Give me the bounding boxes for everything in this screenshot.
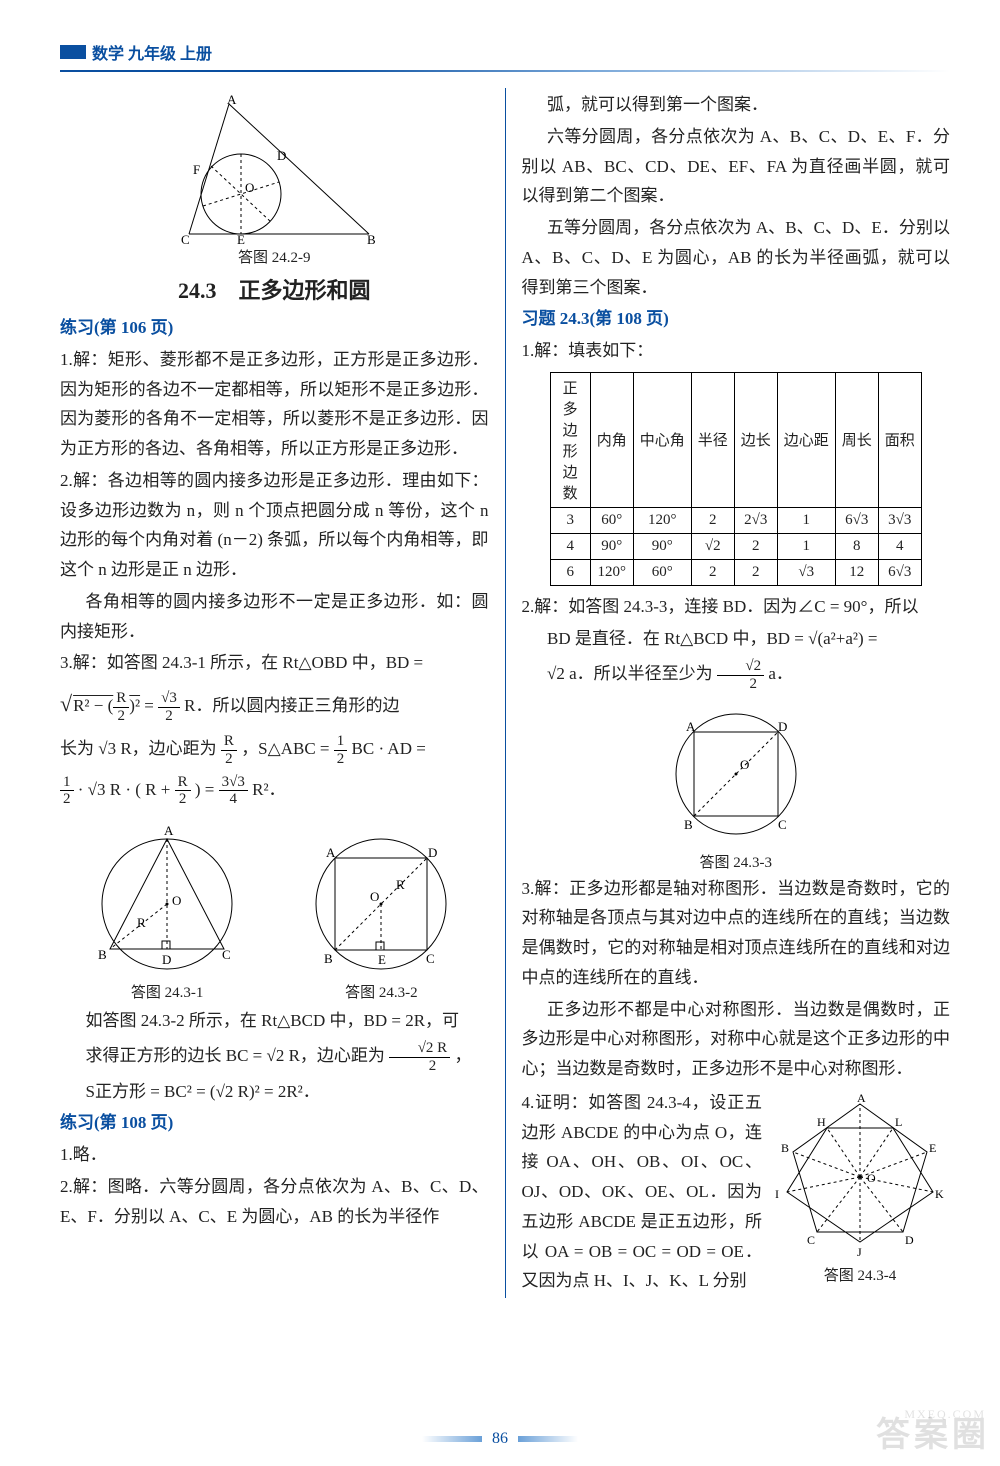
svg-text:A: A bbox=[686, 719, 696, 734]
right-column: 弧，就可以得到第一个图案． 六等分圆周，各分点依次为 A、B、C、D、E、F．分… bbox=[521, 88, 950, 1298]
problem-3f: 求得正方形的边长 BC = √2 R，边心距为 √2 R2 ， bbox=[60, 1037, 489, 1074]
svg-text:J: J bbox=[857, 1245, 862, 1259]
svg-text:A: A bbox=[857, 1092, 866, 1105]
th-area: 面积 bbox=[878, 372, 921, 507]
problem-3-expr1: √R² − (R2)² = √32 R．所以圆内接正三角形的边 bbox=[60, 680, 489, 728]
polygon-table: 正多边形边数 内角 中心角 半径 边长 边心距 周长 面积 3 60° 120°… bbox=[550, 372, 922, 586]
th-perimeter: 周长 bbox=[835, 372, 878, 507]
svg-text:O: O bbox=[867, 1171, 876, 1185]
problem-2b: 各角相等的圆内接多边形不一定是正多边形．如：圆内接矩形． bbox=[60, 587, 489, 647]
watermark: 答案圈 bbox=[876, 1407, 990, 1456]
table-intro: 1.解：填表如下： bbox=[521, 336, 950, 366]
svg-text:A: A bbox=[227, 94, 237, 107]
svg-text:B: B bbox=[324, 951, 333, 966]
left-column: A B C D E F O 答图 24.2-9 24.3 正多边形和圆 练习(第… bbox=[60, 88, 489, 1298]
figure-24-3-3: A D B C O 答图 24.3-3 bbox=[521, 699, 950, 872]
column-divider bbox=[505, 88, 506, 1298]
t3: 3.解：正多边形都是轴对称图形．当边数是奇数时，它的对称轴是各顶点与其对边中点的… bbox=[521, 874, 950, 993]
header-accent-block bbox=[60, 45, 86, 59]
figure-24-3-2: A D B C E O R 答图 24.3-2 bbox=[296, 819, 466, 1002]
svg-text:B: B bbox=[781, 1141, 789, 1155]
problem-3a: 3.解：如答图 24.3-1 所示，在 Rt△OBD 中，BD = bbox=[60, 648, 489, 678]
page-deco-left bbox=[422, 1436, 482, 1442]
header-title: 数学 九年级 上册 bbox=[92, 40, 212, 64]
svg-text:D: D bbox=[778, 719, 787, 734]
svg-text:C: C bbox=[222, 947, 231, 962]
figure-24-3-1: A B C D O R 答图 24.3-1 bbox=[82, 819, 252, 1002]
svg-text:D: D bbox=[428, 845, 437, 860]
figure-24-3-4-caption: 答图 24.3-4 bbox=[770, 1264, 950, 1285]
svg-text:F: F bbox=[193, 162, 200, 177]
page-header: 数学 九年级 上册 bbox=[60, 40, 950, 64]
svg-text:K: K bbox=[935, 1187, 944, 1201]
r1: 弧，就可以得到第一个图案． bbox=[521, 90, 950, 120]
figure-24-3-3-caption: 答图 24.3-3 bbox=[521, 851, 950, 872]
th-interior: 内角 bbox=[590, 372, 633, 507]
svg-text:D: D bbox=[162, 952, 171, 967]
svg-text:H: H bbox=[817, 1115, 826, 1129]
svg-text:B: B bbox=[367, 232, 376, 244]
svg-text:B: B bbox=[684, 817, 693, 832]
p108-2: 2.解：图略．六等分圆周，各分点依次为 A、B、C、D、E、F．分别以 A、C、… bbox=[60, 1172, 489, 1232]
figure-24-3-1-caption: 答图 24.3-1 bbox=[82, 981, 252, 1002]
t3b: 正多边形不都是中心对称图形．当边数是偶数时，正多边形是中心对称图形，对称中心就是… bbox=[521, 995, 950, 1084]
svg-text:B: B bbox=[98, 947, 107, 962]
page-deco-right bbox=[518, 1436, 578, 1442]
table-row: 6 120° 60° 2 2 √3 12 6√3 bbox=[550, 559, 921, 585]
header-rule bbox=[60, 70, 950, 72]
figure-24-3-4: A E D C B H L K J I O 答图 24.3-4 bbox=[770, 1092, 950, 1285]
figure-24-3-2-caption: 答图 24.3-2 bbox=[296, 981, 466, 1002]
t2a: 2.解：如答图 24.3-3，连接 BD．因为∠C = 90°，所以 bbox=[521, 592, 950, 622]
problem-3c: 长为 √3 R，边心距为 R2 ，S△ABC = 12 BC · AD = bbox=[60, 730, 489, 767]
svg-text:R: R bbox=[396, 877, 405, 892]
svg-text:C: C bbox=[807, 1233, 815, 1247]
table-row: 4 90° 90° √2 2 1 8 4 bbox=[550, 533, 921, 559]
r2: 六等分圆周，各分点依次为 A、B、C、D、E、F．分别以 AB、BC、CD、DE… bbox=[521, 122, 950, 211]
problem-2a: 2.解：各边相等的圆内接多边形是正多边形．理由如下：设多边形边数为 n，则 n … bbox=[60, 466, 489, 585]
svg-text:A: A bbox=[326, 845, 336, 860]
problem-3e: 如答图 24.3-2 所示，在 Rt△BCD 中，BD = 2R，可 bbox=[60, 1006, 489, 1036]
svg-text:E: E bbox=[929, 1141, 936, 1155]
page-number: 86 bbox=[0, 1430, 1000, 1448]
svg-text:C: C bbox=[778, 817, 787, 832]
t2b: BD 是直径．在 Rt△BCD 中，BD = √(a²+a²) = bbox=[521, 624, 950, 654]
problem-3d: 12 · √3 R · ( R + R2 ) = 3√34 R²． bbox=[60, 770, 489, 811]
svg-text:O: O bbox=[172, 893, 181, 908]
th-side: 边长 bbox=[734, 372, 777, 507]
th-sides: 正多边形边数 bbox=[550, 372, 590, 507]
svg-text:C: C bbox=[426, 951, 435, 966]
exercise-108-label: 练习(第 108 页) bbox=[60, 1113, 173, 1132]
figure-24-2-9: A B C D E F O 答图 24.2-9 bbox=[60, 94, 489, 267]
svg-text:E: E bbox=[237, 232, 245, 244]
p108-1: 1.略． bbox=[60, 1140, 489, 1170]
svg-text:O: O bbox=[740, 757, 749, 772]
problem-1: 1.解：矩形、菱形都不是正多边形，正方形是正多边形．因为矩形的各边不一定都相等，… bbox=[60, 345, 489, 464]
svg-text:D: D bbox=[905, 1233, 914, 1247]
problem-3g: S正方形 = BC² = (√2 R)² = 2R²． bbox=[60, 1077, 489, 1107]
table-row: 3 60° 120° 2 2√3 1 6√3 3√3 bbox=[550, 507, 921, 533]
figure-24-2-9-caption: 答图 24.2-9 bbox=[60, 246, 489, 267]
svg-text:D: D bbox=[277, 148, 286, 163]
th-radius: 半径 bbox=[691, 372, 734, 507]
svg-text:R: R bbox=[137, 915, 146, 930]
exercise-24-3-label: 习题 24.3(第 108 页) bbox=[521, 309, 668, 328]
svg-text:O: O bbox=[370, 889, 379, 904]
th-apothem: 边心距 bbox=[777, 372, 835, 507]
t4: 4.证明：如答图 24.3-4，设正五边形 ABCDE 的中心为点 O，连接 O… bbox=[521, 1088, 762, 1296]
exercise-106-label: 练习(第 106 页) bbox=[60, 318, 173, 337]
svg-text:I: I bbox=[775, 1187, 779, 1201]
svg-text:L: L bbox=[895, 1115, 902, 1129]
section-title: 24.3 正多边形和圆 bbox=[60, 273, 489, 305]
svg-text:C: C bbox=[181, 232, 190, 244]
svg-text:O: O bbox=[245, 180, 254, 195]
svg-text:E: E bbox=[378, 952, 386, 967]
r3: 五等分圆周，各分点依次为 A、B、C、D、E．分别以 A、B、C、D、E 为圆心… bbox=[521, 213, 950, 302]
svg-text:A: A bbox=[164, 823, 174, 838]
th-central: 中心角 bbox=[633, 372, 691, 507]
t2c: √2 a．所以半径至少为 √22 a． bbox=[521, 655, 950, 692]
